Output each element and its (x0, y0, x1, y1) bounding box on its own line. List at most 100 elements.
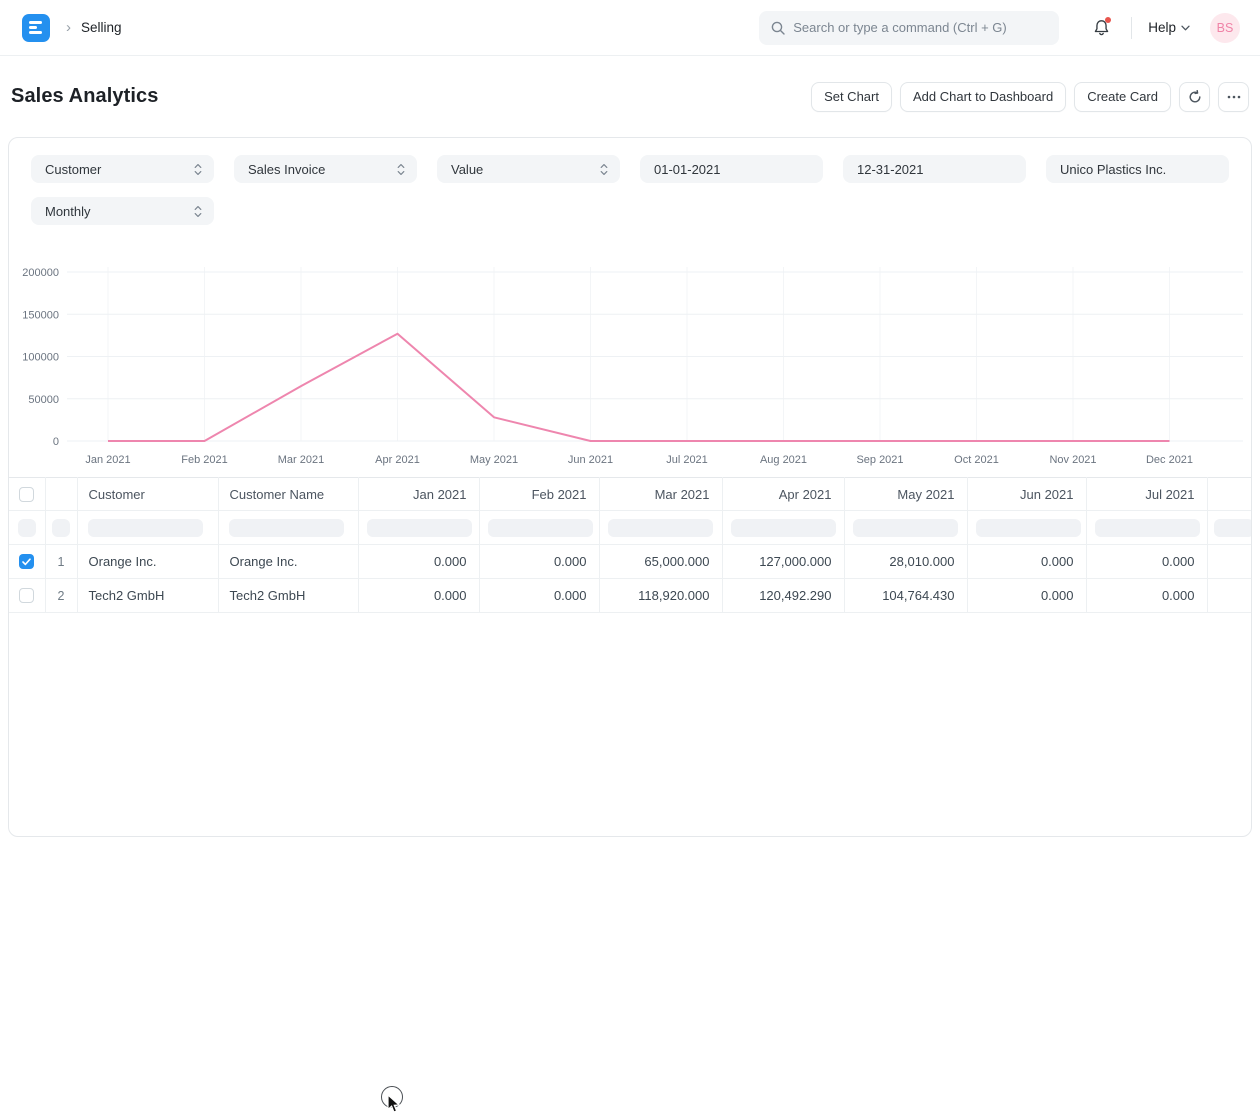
column-filter-cell (45, 510, 78, 545)
customer-cell[interactable]: Tech2 GmbH (77, 578, 219, 613)
column-filter-input[interactable] (228, 518, 344, 537)
value-cell[interactable]: 0.000 (479, 578, 600, 613)
value-cell[interactable]: 0.000 (967, 578, 1087, 613)
select-updown-icon (194, 163, 202, 175)
column-filter-cell (844, 510, 968, 545)
column-filter-cell (599, 510, 723, 545)
value-cell[interactable]: 65,000.000 (599, 544, 723, 579)
value-cell[interactable]: 0.000 (1086, 544, 1208, 579)
filter-label: Value (451, 161, 484, 177)
notifications-button[interactable] (1089, 16, 1113, 40)
select-all-checkbox-cell (9, 477, 46, 511)
svg-text:100000: 100000 (22, 352, 59, 364)
column-filter-cell (77, 510, 219, 545)
help-label: Help (1148, 20, 1176, 35)
filter-label: Sales Invoice (248, 161, 326, 177)
set-chart-button[interactable]: Set Chart (811, 81, 892, 112)
breadcrumb[interactable]: Selling (81, 20, 122, 35)
nav-divider (1131, 16, 1133, 39)
search-input[interactable]: Search or type a command (Ctrl + G) (759, 10, 1060, 45)
value-cell[interactable] (1207, 544, 1251, 579)
value-cell[interactable]: 0.000 (479, 544, 600, 579)
column-filter-input[interactable] (1213, 518, 1251, 537)
svg-text:Jun 2021: Jun 2021 (568, 454, 613, 466)
column-header-jun-2021[interactable]: Jun 2021 (967, 477, 1087, 511)
value-cell[interactable]: 0.000 (967, 544, 1087, 579)
value-cell[interactable]: 120,492.290 (722, 578, 845, 613)
refresh-button[interactable] (1179, 81, 1210, 112)
column-header-apr-2021[interactable]: Apr 2021 (722, 477, 845, 511)
filter-sales-invoice[interactable]: Sales Invoice (234, 155, 417, 183)
filter-01-01-2021[interactable]: 01-01-2021 (640, 155, 823, 183)
row-checkbox[interactable] (19, 554, 35, 569)
report-table: Customer Customer Name Jan 2021 Feb 2021 Mar… (9, 477, 1251, 613)
help-menu[interactable]: Help (1148, 20, 1190, 35)
column-header-customer-name[interactable]: Customer Name (218, 477, 359, 511)
svg-text:Jul 2021: Jul 2021 (666, 454, 708, 466)
navbar: › Selling Search or type a command (Ctrl… (0, 0, 1260, 56)
page-title: Sales Analytics (11, 85, 159, 107)
ellipsis-icon (1227, 95, 1240, 98)
column-header-mar-2021[interactable]: Mar 2021 (599, 477, 723, 511)
select-updown-icon (600, 163, 608, 175)
column-filter-input[interactable] (52, 518, 70, 537)
customer-name-cell[interactable]: Orange Inc. (218, 544, 359, 579)
customer-cell[interactable]: Orange Inc. (77, 544, 219, 579)
column-filter-cell (1086, 510, 1208, 545)
column-filter-input[interactable] (852, 518, 958, 537)
column-header-label: Customer (88, 486, 145, 502)
value-cell[interactable]: 118,920.000 (599, 578, 723, 613)
column-header-label: Jan 2021 (413, 486, 467, 502)
column-header-customer[interactable]: Customer (77, 477, 219, 511)
filter-label: Monthly (45, 203, 91, 219)
column-filter-cell (479, 510, 600, 545)
column-header-jul-2021[interactable]: Jul 2021 (1086, 477, 1208, 511)
column-filter-input[interactable] (87, 518, 203, 537)
value-cell[interactable]: 0.000 (358, 544, 480, 579)
row-checkbox[interactable] (19, 588, 35, 603)
column-filter-input[interactable] (975, 518, 1081, 537)
column-filter-input[interactable] (1094, 518, 1200, 537)
column-header-jan-2021[interactable]: Jan 2021 (358, 477, 480, 511)
filter-monthly[interactable]: Monthly (31, 197, 214, 225)
row-index: 1 (45, 544, 78, 579)
create-card-button[interactable]: Create Card (1074, 81, 1171, 112)
app-logo-icon[interactable] (22, 13, 50, 42)
page-head: Sales Analytics Set Chart Add Chart to D… (0, 56, 1260, 137)
svg-text:200000: 200000 (22, 267, 59, 279)
column-filter-input[interactable] (487, 518, 593, 537)
filter-unico-plastics-inc[interactable]: Unico Plastics Inc. (1046, 155, 1229, 183)
checkbox-cell (9, 544, 46, 579)
column-filter-input[interactable] (17, 518, 36, 537)
add-chart-to-dashboard-button[interactable]: Add Chart to Dashboard (899, 81, 1067, 112)
notification-dot (1105, 16, 1112, 23)
filter-label: Unico Plastics Inc. (1060, 161, 1167, 177)
report-container: Customer Sales Invoice Value 01-01-2021 12-3… (8, 137, 1252, 837)
line-chart: 0 50000 100000 150000 200000 Jan 2021 Feb 2021… (22, 267, 1243, 466)
checkbox-cell (9, 578, 46, 613)
filter-customer[interactable]: Customer (31, 155, 214, 183)
column-filter-input[interactable] (730, 518, 836, 537)
avatar[interactable]: BS (1210, 12, 1240, 43)
select-all-checkbox[interactable] (19, 486, 35, 502)
value-cell[interactable]: 0.000 (1086, 578, 1208, 613)
column-filter-cell (218, 510, 359, 545)
customer-name-cell[interactable]: Tech2 GmbH (218, 578, 359, 613)
svg-text:Apr 2021: Apr 2021 (375, 454, 420, 466)
value-cell[interactable]: 127,000.000 (722, 544, 845, 579)
filter-value[interactable]: Value (437, 155, 620, 183)
select-updown-icon (194, 205, 202, 217)
column-filter-input[interactable] (607, 518, 713, 537)
column-filter-input[interactable] (366, 518, 472, 537)
svg-text:Jan 2021: Jan 2021 (85, 454, 130, 466)
column-header-feb-2021[interactable]: Feb 2021 (479, 477, 600, 511)
value-cell[interactable]: 28,010.000 (844, 544, 968, 579)
row-index: 2 (45, 578, 78, 613)
filter-12-31-2021[interactable]: 12-31-2021 (843, 155, 1026, 183)
value-cell[interactable] (1207, 578, 1251, 613)
column-header-may-2021[interactable]: May 2021 (844, 477, 968, 511)
column-header-label: Apr 2021 (778, 486, 832, 502)
more-menu-button[interactable] (1218, 81, 1249, 112)
value-cell[interactable]: 104,764.430 (844, 578, 968, 613)
value-cell[interactable]: 0.000 (358, 578, 480, 613)
